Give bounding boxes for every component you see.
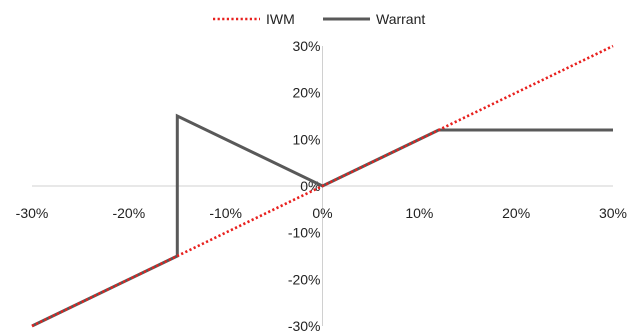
series-line-iwm (31, 44, 614, 328)
x-tick-label: -20% (112, 205, 145, 221)
y-tick-label: 20% (292, 85, 320, 101)
legend-label-iwm: IWM (266, 11, 295, 27)
legend-label-warrant: Warrant (376, 11, 425, 27)
x-tick-label: 20% (502, 205, 530, 221)
y-tick-label: -20% (288, 271, 321, 287)
tick-labels: -30% -20% -10% 0% 10% 20% 30%-30%-20%-10%0%10%… (16, 38, 627, 334)
x-tick-label: 30% (599, 205, 627, 221)
y-tick-label: 30% (292, 38, 320, 54)
x-tick-label: -10% (209, 205, 242, 221)
y-tick-label: -10% (288, 225, 321, 241)
y-tick-label: -30% (288, 318, 321, 334)
legend: IWM Warrant (213, 11, 425, 27)
x-tick-label: 0% (312, 205, 332, 221)
x-tick-label: -30% (16, 205, 49, 221)
x-tick-label: 10% (405, 205, 433, 221)
series-layer (31, 44, 614, 328)
y-tick-label: 10% (292, 131, 320, 147)
